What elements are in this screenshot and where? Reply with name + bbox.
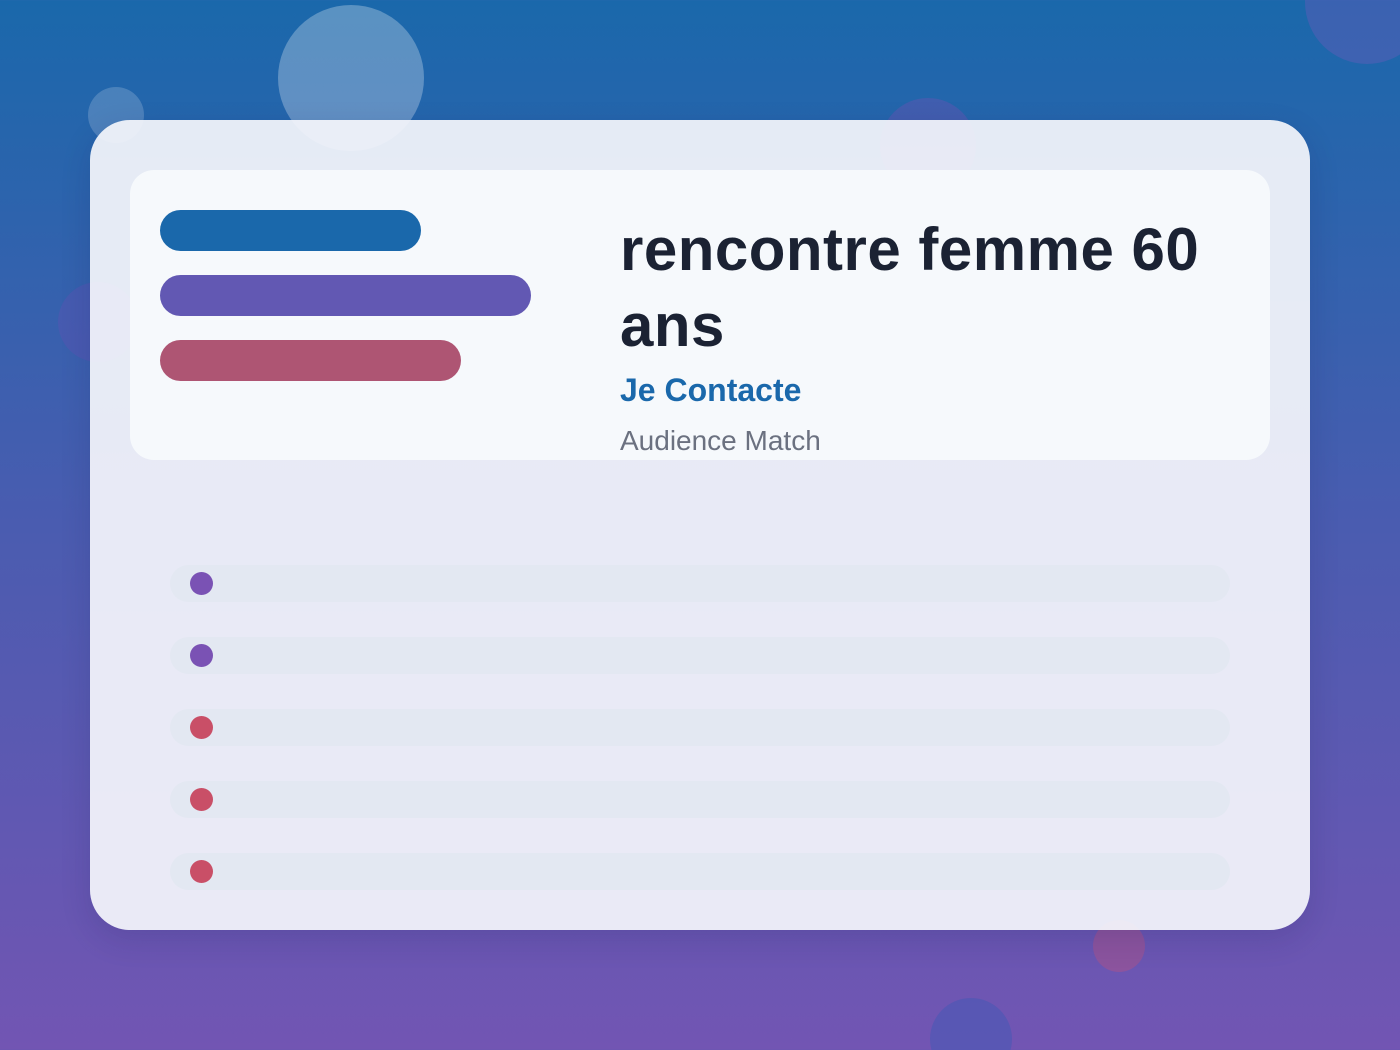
page-title: rencontre femme 60 ans: [620, 216, 1200, 359]
main-card: rencontre femme 60 ans Je Contacte Audie…: [90, 120, 1310, 930]
placeholder-list: [170, 565, 1230, 925]
list-item: [170, 565, 1230, 602]
background-bubble: [1305, 0, 1400, 64]
hero-panel: rencontre femme 60 ans Je Contacte Audie…: [130, 170, 1270, 460]
list-item: [170, 709, 1230, 746]
list-item: [170, 781, 1230, 818]
list-item: [170, 853, 1230, 890]
list-item: [170, 637, 1230, 674]
background-bubble: [930, 998, 1012, 1050]
status-dot: [190, 860, 213, 883]
status-dot: [190, 644, 213, 667]
decorative-pill-purple: [160, 275, 531, 316]
decorative-pill-red: [160, 340, 461, 381]
status-dot: [190, 572, 213, 595]
decorative-pill-blue: [160, 210, 421, 251]
brand-link[interactable]: Je Contacte: [620, 372, 802, 408]
status-dot: [190, 788, 213, 811]
subtitle: Audience Match: [620, 425, 821, 456]
status-dot: [190, 716, 213, 739]
